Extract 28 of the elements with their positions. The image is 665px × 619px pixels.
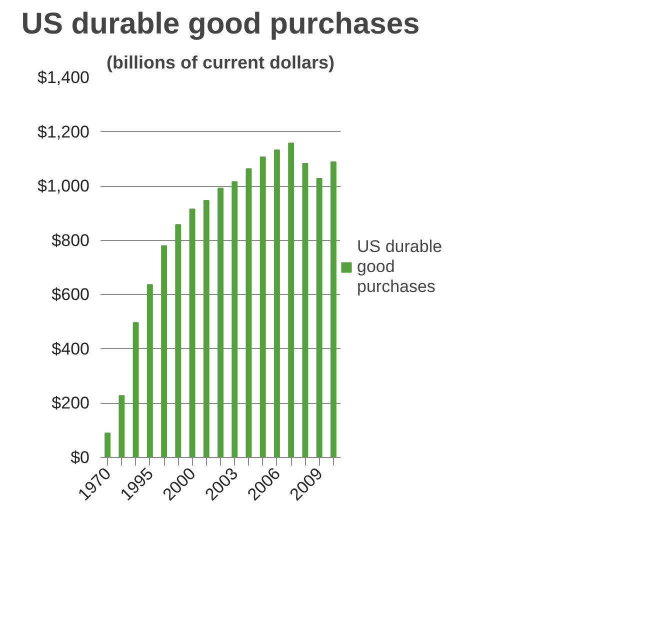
chart-title: US durable good purchases (21, 8, 420, 40)
bar (288, 142, 294, 458)
bar (260, 156, 266, 458)
bar (203, 200, 210, 458)
chart-subtitle: (billions of current dollars) (106, 52, 335, 72)
bar (330, 161, 336, 458)
y-tick-label: $400 (52, 339, 90, 358)
legend-label: US durable good purchases (357, 237, 442, 297)
bar (218, 188, 224, 458)
y-tick-label: $200 (52, 394, 90, 413)
y-tick-label: $1,200 (38, 122, 90, 142)
bar (232, 181, 238, 458)
y-tick-label: $1,000 (38, 176, 90, 196)
y-tick-label: $0 (70, 448, 90, 467)
bar (302, 163, 308, 458)
bar (246, 168, 252, 458)
y-tick-label: $1,400 (38, 68, 90, 87)
bar (118, 395, 125, 458)
bar (316, 178, 322, 458)
y-tick-label: $600 (52, 285, 90, 304)
bar (274, 149, 280, 458)
bar (189, 208, 196, 458)
bar (161, 245, 167, 458)
y-tick-label: $800 (52, 230, 90, 250)
bar (132, 322, 139, 458)
bar (146, 284, 153, 458)
bar (175, 224, 182, 458)
bar (104, 432, 111, 458)
